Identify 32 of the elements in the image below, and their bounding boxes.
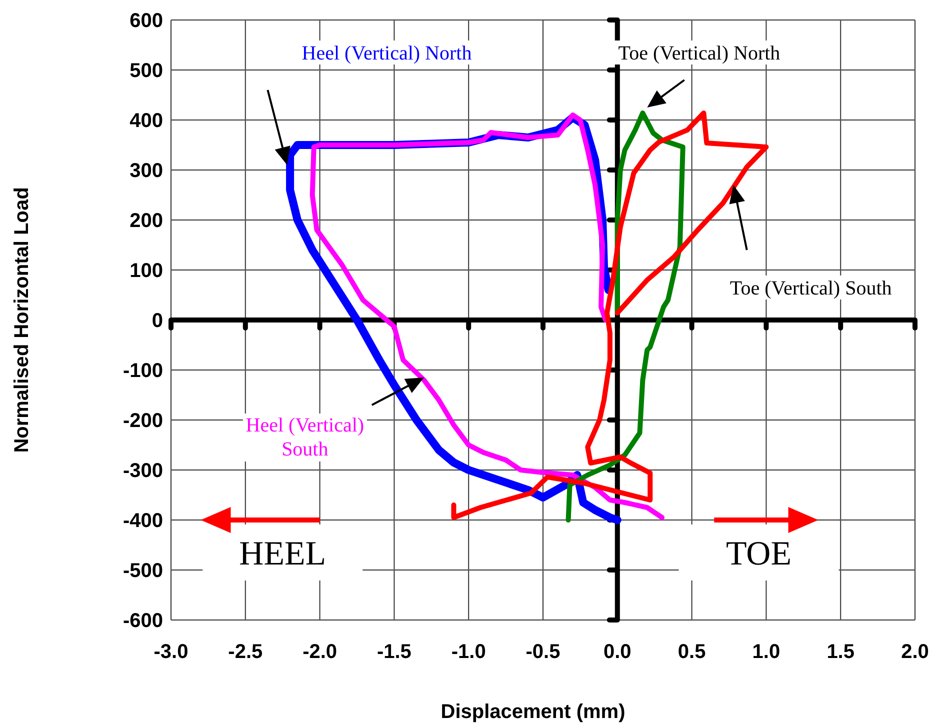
annotation: TOE [726,535,792,572]
y-tick-label: -300 [122,460,163,482]
x-tick-label: 0.5 [678,641,706,663]
y-tick-label: -100 [122,360,163,382]
text: Toe (Vertical) North [618,42,780,64]
x-tick-label: -2.0 [302,641,338,663]
x-tick-label: -2.5 [228,641,263,663]
x-tick-label: -3.0 [154,641,188,663]
y-tick-label: -400 [122,510,163,532]
y-tick-label: -600 [122,610,163,632]
y-tick-label: 500 [130,60,163,82]
x-axis-title: Displacement (mm) [440,701,626,723]
text: Heel (Vertical) South [246,414,364,460]
y-tick-label: 400 [130,110,163,132]
y-tick-label: -500 [122,560,163,582]
y-tick-label: 600 [130,10,163,32]
text: Toe (Vertical) South [730,278,892,300]
y-tick-label: 100 [130,260,163,282]
y-tick-label: -200 [122,410,163,432]
y-tick-label: 0 [152,310,163,332]
y-tick-label: 300 [130,160,163,182]
x-tick-label: 2.0 [901,641,929,663]
x-tick-label: -1.0 [451,641,486,663]
x-tick-label: -0.5 [526,641,560,663]
x-tick-label: -1.5 [376,641,412,663]
x-tick-label: 0.0 [603,641,632,663]
x-tick-label: 1.5 [826,641,855,663]
text: Heel (Vertical) North [302,42,472,64]
annotation: HEEL [239,535,326,572]
y-tick-label: 200 [130,210,163,232]
y-axis-title: Normalised Horizontal Load [11,187,33,453]
x-tick-label: 1.0 [752,641,780,663]
